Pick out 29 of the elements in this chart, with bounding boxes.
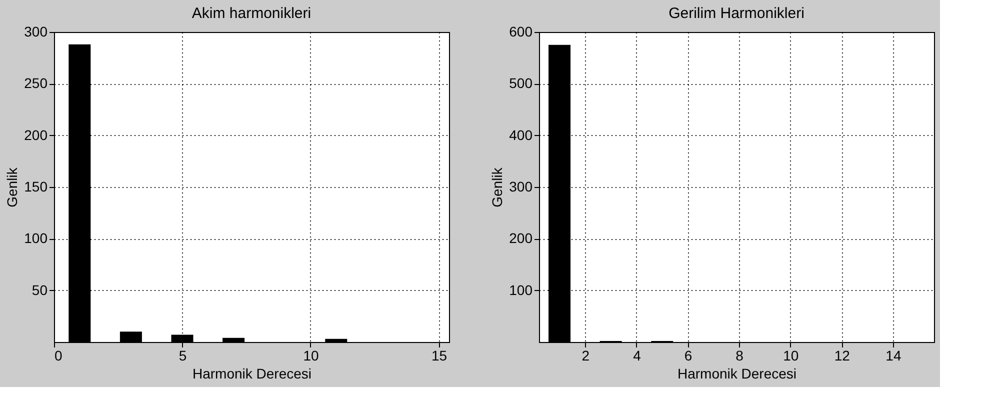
x-tick-label: 15	[431, 348, 448, 364]
y-tick-label: 50	[32, 282, 48, 298]
chart-title: Akim harmonikleri	[192, 5, 312, 22]
x-tick-label: 14	[886, 348, 902, 364]
x-tick-label: 8	[736, 348, 744, 364]
y-tick-label: 250	[24, 75, 48, 92]
y-axis-title: Genlik	[489, 166, 506, 208]
x-tick-label: 4	[633, 348, 642, 364]
x-tick-label: 5	[178, 348, 187, 364]
y-tick-label: 300	[509, 178, 533, 194]
x-tick-label: 12	[834, 348, 850, 364]
y-axis-title: Genlik	[4, 166, 20, 208]
y-tick-label: 300	[24, 24, 48, 40]
y-tick-label: 200	[509, 230, 533, 246]
chart-title: Gerilim Harmonikleri	[668, 5, 804, 22]
y-tick-label: 600	[509, 24, 533, 40]
y-tick-label: 100	[24, 230, 48, 246]
x-tick-label: 2	[582, 348, 590, 364]
y-tick-label: 100	[509, 282, 533, 298]
y-tick-label: 150	[24, 178, 48, 194]
x-tick-label: 6	[684, 348, 692, 364]
x-tick-label: 10	[783, 348, 799, 364]
x-tick-label: 0	[54, 348, 62, 364]
y-tick-label: 400	[509, 126, 533, 143]
y-tick-label: 500	[509, 75, 533, 92]
y-tick-label: 200	[24, 126, 48, 143]
x-axis-title: Harmonik Derecesi	[677, 366, 797, 382]
x-tick-label: 10	[303, 348, 319, 364]
x-axis-title: Harmonik Derecesi	[192, 366, 312, 382]
